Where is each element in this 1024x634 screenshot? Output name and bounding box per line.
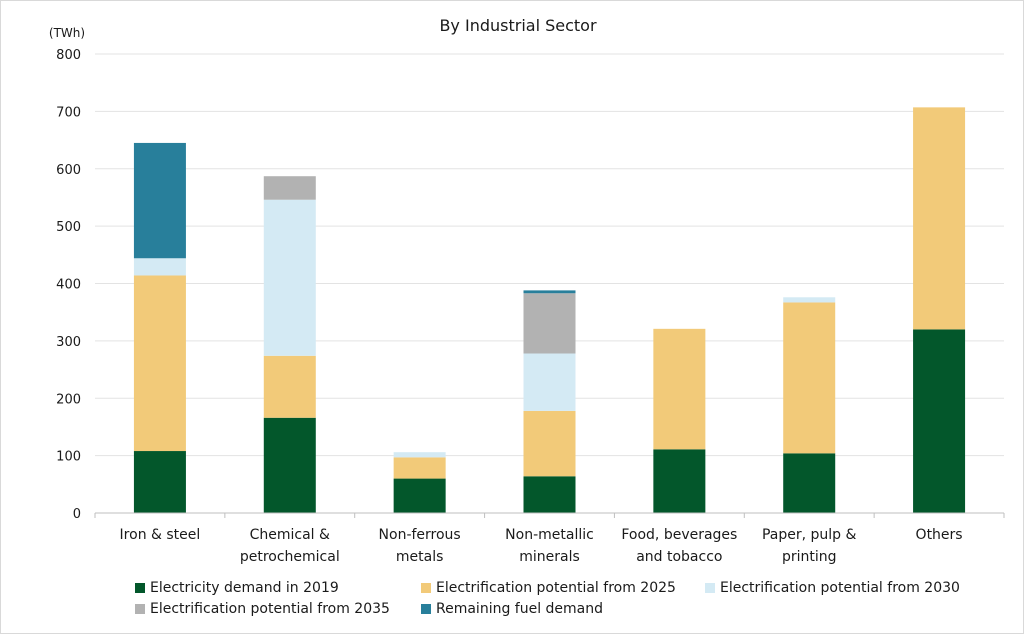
bar-segment (523, 476, 576, 513)
bar-segment (523, 353, 576, 411)
legend-swatch (135, 603, 145, 614)
x-tick-label: Others (916, 527, 963, 543)
x-tick-label: Iron & steel (120, 527, 201, 543)
y-tick-label: 600 (56, 163, 81, 178)
bar-segment (133, 258, 186, 276)
legend-label: Electricity demand in 2019 (150, 579, 339, 596)
legend-item-potential-2025: Electrification potential from 2025 (421, 580, 705, 596)
y-tick-label: 700 (56, 105, 81, 120)
bar-segment (263, 355, 316, 418)
bar-segment (133, 451, 186, 513)
y-axis-unit-label: (TWh) (49, 26, 85, 40)
x-tick-label: Paper, pulp & printing (762, 527, 857, 565)
x-axis: Iron & steel Chemical & petrochemical Non-f… (94, 512, 1005, 565)
legend-label: Electrification potential from 2030 (720, 579, 960, 596)
y-tick-label: 0 (73, 507, 81, 522)
x-tick-label: Chemical & petrochemical (240, 527, 340, 565)
y-axis-ticks: 0 100 200 300 400 500 600 700 800 (56, 48, 81, 522)
legend: Electricity demand in 2019 Electrificati… (135, 577, 1015, 619)
legend-item-electricity-2019: Electricity demand in 2019 (135, 580, 421, 596)
stacked-bar-chart: By Industrial Sector (TWh) 0 100 200 300 400… (49, 16, 1005, 565)
bars (133, 107, 966, 513)
bar-segment (133, 142, 186, 259)
y-tick-label: 300 (56, 335, 81, 350)
bar-segment (393, 452, 446, 458)
bar-segment (263, 417, 316, 513)
bar-segment (783, 302, 836, 454)
legend-swatch (135, 582, 145, 593)
bar-segment (133, 275, 186, 452)
y-tick-label: 200 (56, 392, 81, 407)
x-tick-label: Food, beverages and tobacco (621, 527, 737, 565)
y-tick-label: 800 (56, 48, 81, 63)
x-tick-label: Non-metallic minerals (505, 527, 594, 565)
bar-segment (263, 176, 316, 200)
bar-segment (523, 410, 576, 477)
legend-swatch (421, 603, 431, 614)
chart-title: By Industrial Sector (439, 16, 597, 35)
bar-segment (783, 453, 836, 513)
bar-segment (263, 199, 316, 356)
legend-label: Electrification potential from 2035 (150, 600, 390, 617)
bar-segment (523, 293, 576, 354)
x-tick-label: Non-ferrous metals (379, 527, 461, 565)
legend-label: Remaining fuel demand (436, 600, 604, 617)
legend-swatch (421, 582, 431, 593)
bar-segment (783, 297, 836, 303)
legend-swatch (705, 582, 715, 593)
bar-segment (653, 449, 706, 513)
y-tick-label: 100 (56, 450, 81, 465)
legend-item-remaining-fuel: Remaining fuel demand (421, 601, 705, 617)
legend-label: Electrification potential from 2025 (436, 579, 676, 596)
bar-segment (653, 328, 706, 450)
bar-segment (913, 329, 966, 513)
y-tick-label: 500 (56, 220, 81, 235)
legend-item-potential-2035: Electrification potential from 2035 (135, 601, 421, 617)
bar-segment (393, 478, 446, 513)
legend-item-potential-2030: Electrification potential from 2030 (705, 580, 960, 596)
bar-segment (523, 290, 576, 294)
y-tick-label: 400 (56, 278, 81, 293)
bar-segment (393, 457, 446, 479)
bar-segment (913, 107, 966, 330)
